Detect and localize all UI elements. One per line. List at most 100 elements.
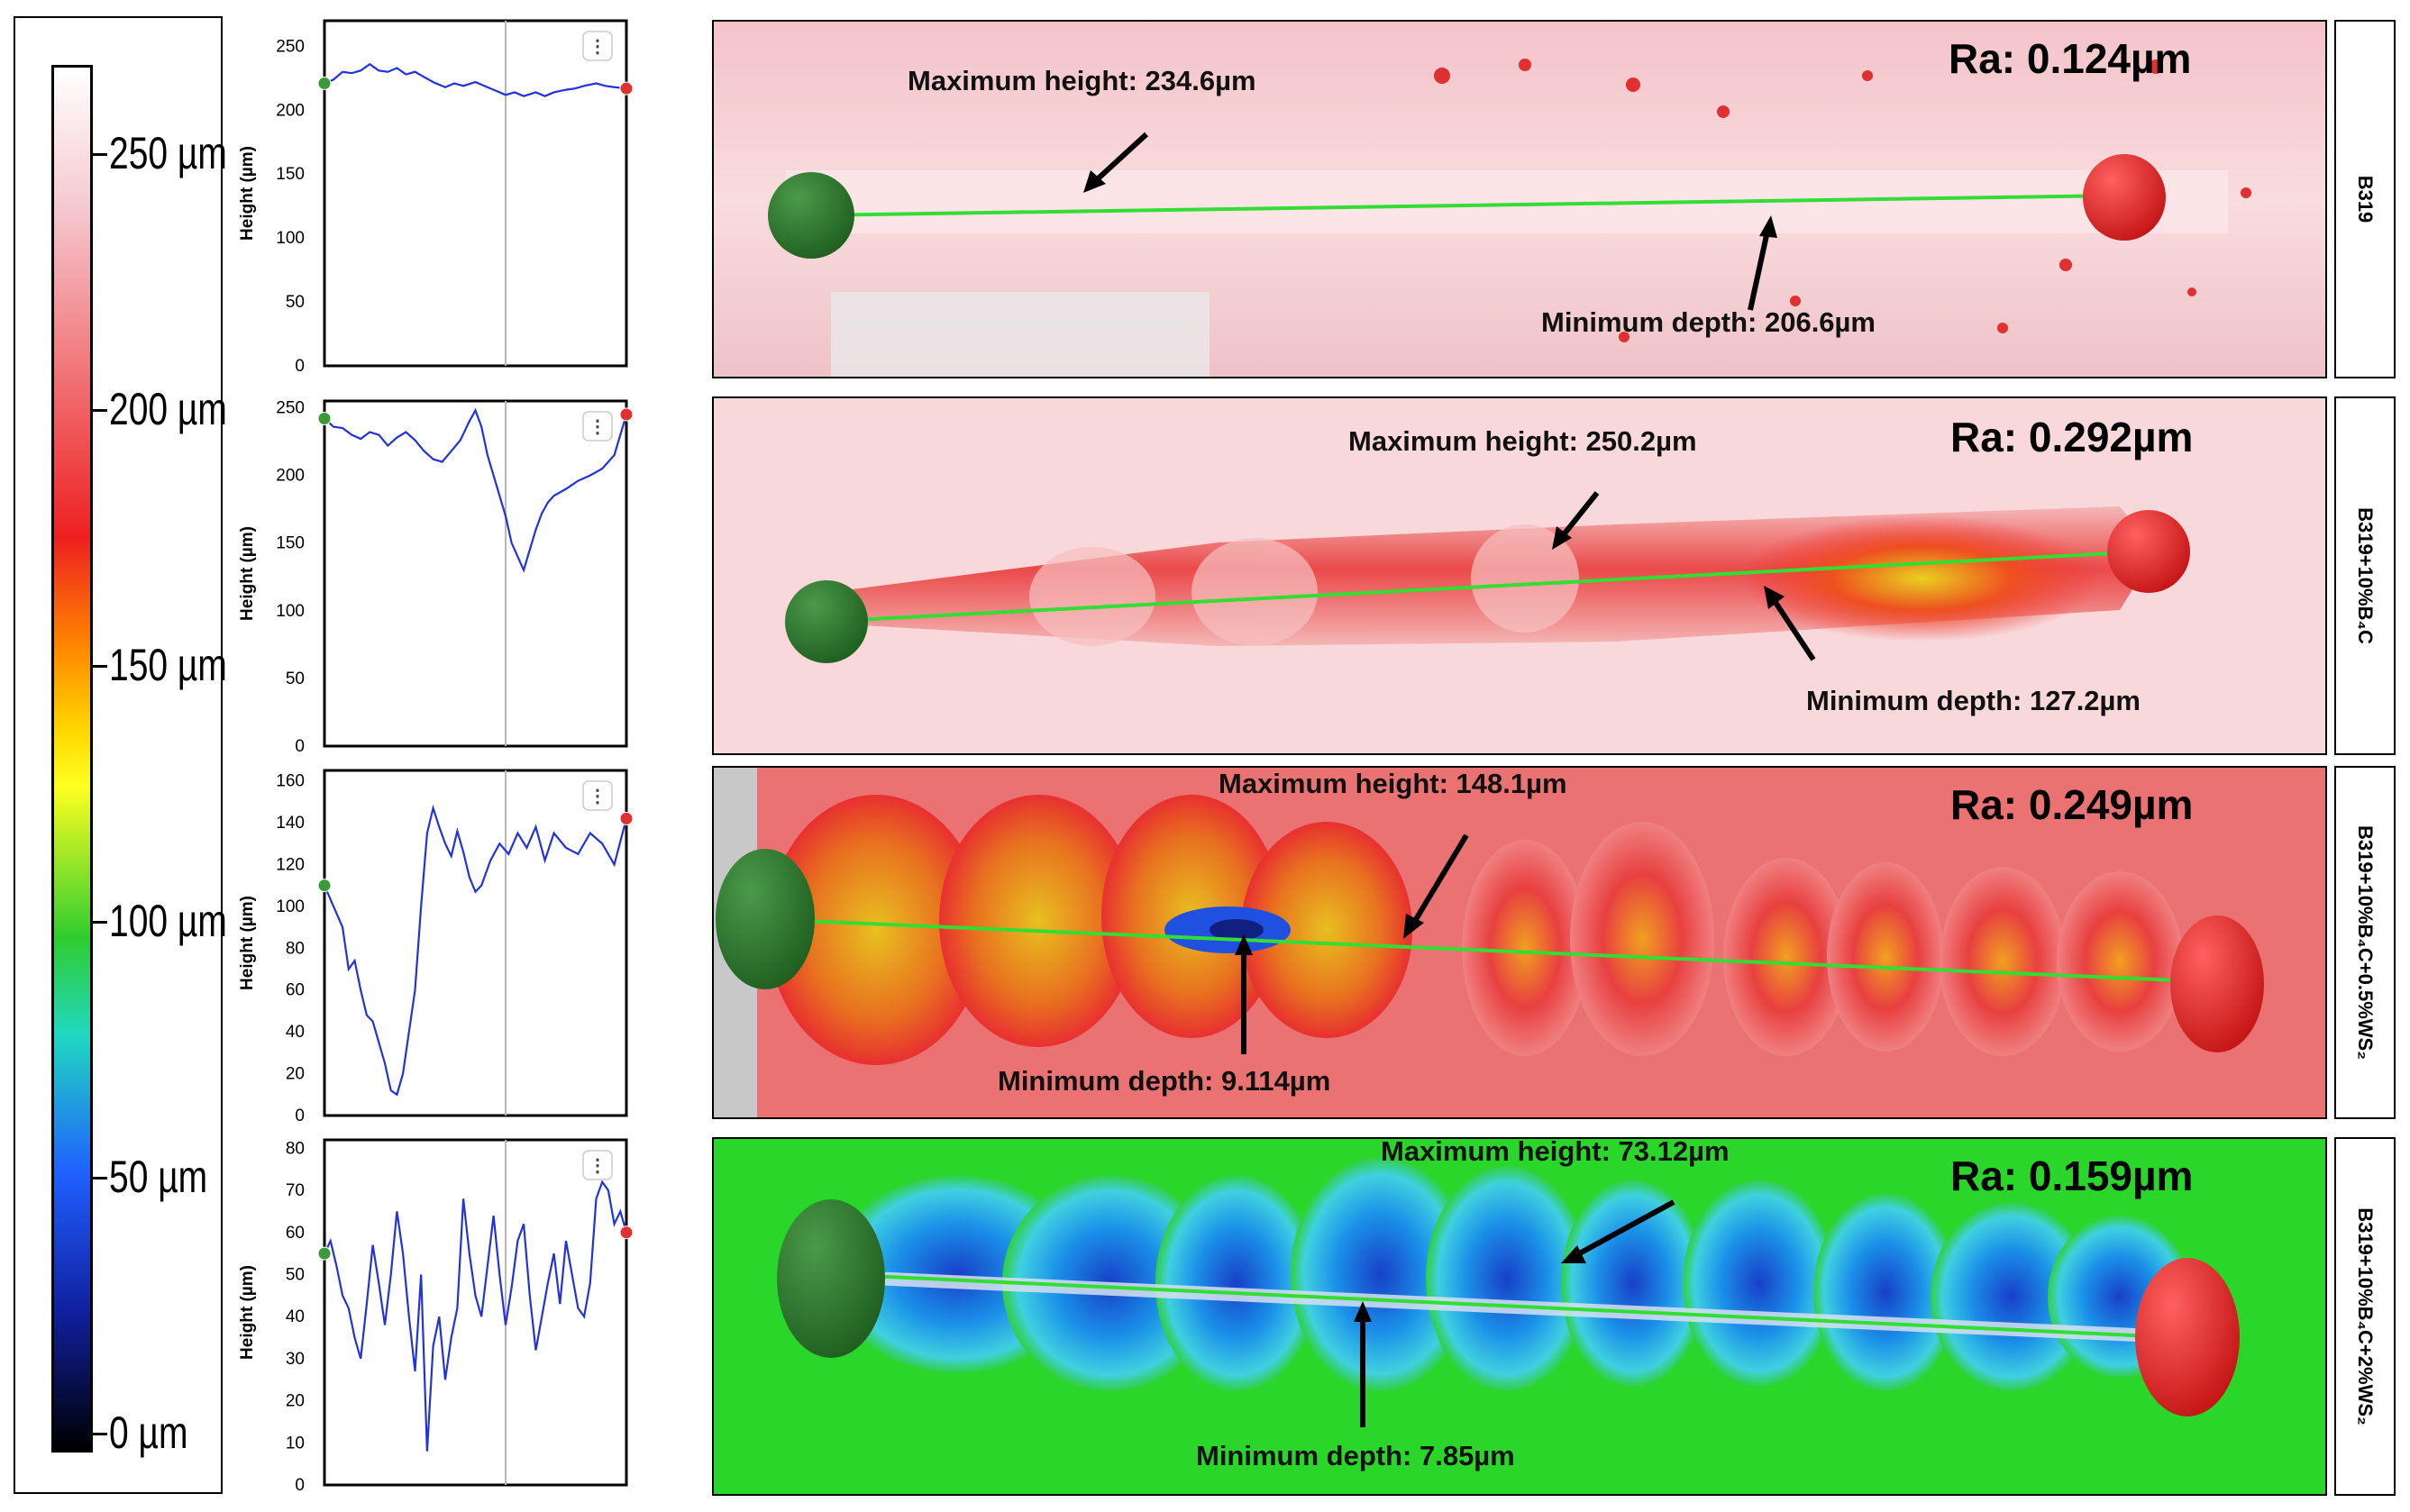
profile-line xyxy=(324,407,628,573)
end-marker xyxy=(2170,915,2264,1052)
chart-menu-button xyxy=(582,411,613,442)
profile-start-point xyxy=(317,1246,332,1261)
y-tick-label: 0 xyxy=(295,1107,305,1125)
min-depth-arrow xyxy=(1748,226,1771,311)
height-profile-chart-b4c-05ws2: 0 20 40 60 80 100 120 140 160 Height (µm) ⋮ xyxy=(238,769,634,1125)
sample-label-box: B319+10%B₄C+2%WS₂ xyxy=(2334,1137,2396,1496)
y-tick-label: 250 xyxy=(276,399,305,418)
surface-map-graphic xyxy=(714,398,2325,753)
y-tick-label: 50 xyxy=(286,1265,305,1284)
plot-area xyxy=(323,19,628,368)
max-height-label: Maximum height: 234.6µm xyxy=(908,65,1256,96)
colorbar-tick-label: 250 µm xyxy=(109,128,227,178)
sample-label-box: B319 xyxy=(2334,20,2396,378)
min-depth-label: Minimum depth: 7.85µm xyxy=(1196,1440,1515,1471)
colorbar-gradient xyxy=(51,65,93,1453)
surface-map-b319-b4c-05ws2: Ra: 0.249µm Maximum height: 148.1µm Mini… xyxy=(712,766,2327,1119)
profile-end-point xyxy=(619,407,634,422)
y-axis-label: Height (µm) xyxy=(238,1265,257,1360)
min-depth-arrow xyxy=(1770,597,1816,661)
max-height-label: Maximum height: 73.12µm xyxy=(1381,1137,1730,1167)
roughness-value: Ra: 0.159µm xyxy=(1950,1152,2194,1199)
profile-end-point xyxy=(619,1225,634,1240)
roughness-value: Ra: 0.249µm xyxy=(1950,781,2194,828)
y-tick-label: 0 xyxy=(295,737,305,756)
profile-end-point xyxy=(619,81,634,96)
height-profile-chart-b4c: 0 50 100 150 200 250 Height (µm) ⋮ xyxy=(238,399,634,756)
start-marker xyxy=(768,172,854,259)
max-height-arrow xyxy=(1558,491,1600,540)
colorbar-tick xyxy=(93,409,107,412)
colorbar-tick xyxy=(93,921,107,924)
y-tick-label: 40 xyxy=(286,1307,305,1326)
y-tick-label: 50 xyxy=(286,669,305,688)
end-marker xyxy=(2107,510,2190,593)
max-height-arrow xyxy=(1410,833,1469,927)
y-axis-label: Height (µm) xyxy=(238,526,257,621)
y-tick-label: 100 xyxy=(276,897,305,916)
y-tick-label: 100 xyxy=(276,229,305,248)
y-tick-label: 20 xyxy=(286,1065,305,1084)
y-tick-label: 160 xyxy=(276,772,305,791)
y-tick-label: 60 xyxy=(286,981,305,1000)
start-marker xyxy=(785,580,868,663)
y-tick-label: 200 xyxy=(276,101,305,120)
min-depth-label: Minimum depth: 127.2µm xyxy=(1806,685,2141,716)
y-axis-label: Height (µm) xyxy=(238,146,257,241)
profile-line xyxy=(324,1180,628,1452)
more-options-icon: ⋮ xyxy=(589,1156,607,1176)
colorbar-tick xyxy=(93,1177,107,1180)
sample-label: B319 xyxy=(2354,175,2377,223)
colorbar-tick-label: 100 µm xyxy=(109,896,227,946)
chart-menu-button xyxy=(582,780,613,811)
colorbar-tick xyxy=(93,1433,107,1435)
colorbar-tick-label: 150 µm xyxy=(109,640,227,690)
colorbar-tick-label: 50 µm xyxy=(109,1152,208,1202)
y-tick-label: 50 xyxy=(286,293,305,312)
profile-start-point xyxy=(317,412,332,426)
y-tick-label: 150 xyxy=(276,165,305,184)
y-tick-label: 10 xyxy=(286,1434,305,1453)
plot-area xyxy=(323,769,628,1117)
sample-label: B319+10%B₄C+2%WS₂ xyxy=(2354,1207,2377,1425)
profile-line xyxy=(324,62,627,97)
y-tick-label: 80 xyxy=(286,939,305,958)
more-options-icon: ⋮ xyxy=(589,787,607,806)
y-tick-label: 200 xyxy=(276,467,305,486)
y-tick-label: 0 xyxy=(295,357,305,376)
roughness-value: Ra: 0.292µm xyxy=(1950,414,2194,460)
y-tick-label: 30 xyxy=(286,1350,305,1369)
y-tick-label: 20 xyxy=(286,1392,305,1411)
sample-label: B319+10%B₄C xyxy=(2354,507,2377,644)
end-marker xyxy=(2135,1258,2240,1416)
height-profile-chart-b319: 0 50 100 150 200 250 Height (µm) ⋮ xyxy=(238,19,634,376)
plot-area xyxy=(323,1138,628,1487)
surface-map-b319-b4c-2ws2: Ra: 0.159µm Maximum height: 73.12µm Mini… xyxy=(712,1137,2327,1496)
chart-menu-button xyxy=(582,31,613,61)
sample-label-box: B319+10%B₄C xyxy=(2334,396,2396,755)
end-marker xyxy=(2083,154,2166,241)
y-tick-label: 80 xyxy=(286,1139,305,1158)
colorbar-tick xyxy=(93,665,107,668)
y-tick-label: 250 xyxy=(276,37,305,56)
profile-start-point xyxy=(317,77,332,91)
profile-line xyxy=(323,804,628,1097)
max-height-label: Maximum height: 148.1µm xyxy=(1219,768,1567,799)
colorbar-tick-label: 0 µm xyxy=(109,1407,188,1458)
surface-map-graphic xyxy=(714,768,2325,1117)
y-tick-label: 0 xyxy=(295,1476,305,1495)
y-tick-label: 60 xyxy=(286,1224,305,1243)
surface-map-b319: Ra: 0.124µm Maximum height: 234.6µm Mini… xyxy=(712,20,2327,378)
profile-start-point xyxy=(317,879,332,893)
colorbar-tick-label: 200 µm xyxy=(109,384,227,434)
start-marker xyxy=(716,849,815,989)
plot-area xyxy=(323,399,628,748)
y-tick-label: 70 xyxy=(286,1181,305,1200)
sample-label-box: B319+10%B₄C+0.5%WS₂ xyxy=(2334,766,2396,1119)
y-tick-label: 140 xyxy=(276,814,305,833)
sample-label: B319+10%B₄C+0.5%WS₂ xyxy=(2354,825,2377,1060)
colorbar-tick xyxy=(93,153,107,156)
height-profile-chart-b4c-2ws2: 0 10 20 30 40 50 60 70 80 Height (µm) ⋮ xyxy=(238,1138,634,1495)
chart-menu-button xyxy=(582,1150,613,1180)
max-height-arrow xyxy=(1090,132,1149,187)
